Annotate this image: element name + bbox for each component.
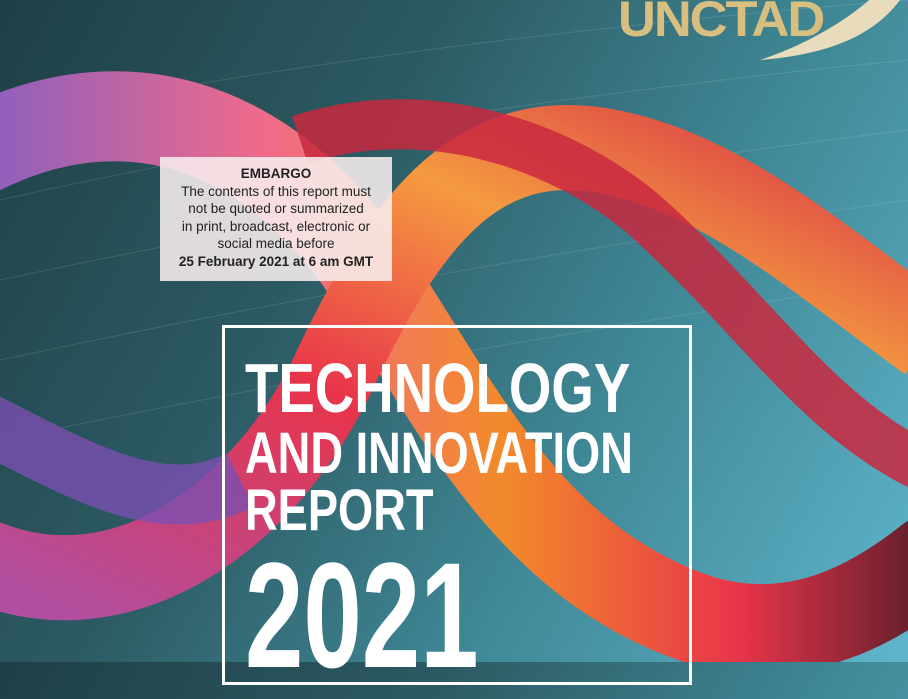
embargo-line: in print, broadcast, electronic or (181, 218, 371, 234)
embargo-date: 25 February 2021 at 6 am GMT (178, 253, 374, 269)
embargo-notice: EMBARGO The contents of this report must… (160, 157, 392, 281)
embargo-line: The contents of this report must (181, 183, 371, 199)
embargo-line: not be quoted or summarized (188, 201, 364, 216)
embargo-line: social media before (217, 236, 335, 251)
embargo-heading: EMBARGO (240, 166, 312, 181)
title-line-2: AND INNOVATION (245, 421, 633, 486)
logo-swoosh (760, 0, 900, 60)
title-line-3: REPORT (245, 478, 434, 543)
unctad-logo: UNCTAD (618, 0, 825, 47)
title-line-1: TECHNOLOGY (245, 349, 631, 427)
ribbon-artwork (0, 0, 908, 662)
title-year: 2021 (245, 531, 479, 699)
